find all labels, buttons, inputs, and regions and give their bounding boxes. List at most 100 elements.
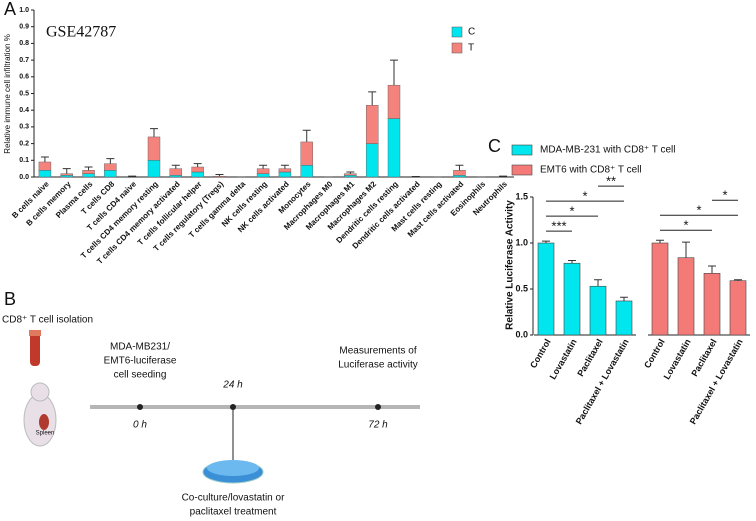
bar-segment [213,175,226,178]
y-tick-label: 0.6 [19,74,29,81]
bar-segment [256,173,270,178]
y-tick-label: 0.5 [19,90,29,97]
y-tick-label: 1.0 [515,237,528,247]
y-tick-label: 0.0 [19,174,29,181]
bar [677,257,695,336]
y-tick-label: 0.3 [19,124,29,131]
bar [651,242,669,336]
step-text: Co-culture/lovastatin or [182,493,285,504]
error-bar [656,239,664,243]
error-bar [280,164,289,169]
error-bar [106,158,115,164]
bar-segment [344,175,357,178]
error-bar [259,164,268,169]
legend-label: MDA-MB-231 with CD8⁺ T cell [540,145,676,156]
legend-label: C [468,27,475,38]
error-bar [455,164,464,171]
bar-segment [256,168,270,174]
bar [729,280,747,336]
step-text: Measurements of [339,346,416,357]
bar-segment [38,170,52,178]
legend-swatch [511,144,533,156]
bar [589,285,607,336]
error-bar [215,173,224,177]
y-tick-label: 0.8 [19,40,29,47]
bar-segment [104,163,117,171]
error-bar [499,175,508,177]
significance-label: * [683,218,688,233]
significance-label: * [569,204,574,219]
error-bar [128,175,137,177]
bar [537,242,555,336]
error-bar [734,279,742,281]
panel-label: A [4,0,16,19]
step-text: paclitaxel treatment [190,507,277,518]
x-tick-label: Control [642,337,667,370]
error-bar [368,91,377,106]
y-axis-label: Relative immune cell infiltration % [3,34,12,154]
time-label: 0 h [133,420,147,431]
error-bar [302,129,311,142]
error-bar [193,163,202,167]
y-axis-label: Relative Luciferase Activity [505,200,516,330]
step-text: MDA-MB231/ [110,342,170,353]
bar-segment [300,165,313,178]
x-tick-label: Paclitaxel [689,337,718,378]
bar-segment [453,175,466,178]
bar-segment [104,170,117,178]
bar-segment [300,141,313,166]
x-tick-label: Lovastatin [548,337,579,381]
bar-segment [191,171,204,178]
bar-segment [169,175,183,178]
x-tick-label: Lovastatin [662,337,693,381]
bar-segment [453,170,466,176]
timeline-point [137,404,143,410]
error-bar [568,259,576,264]
time-label: 24 h [222,380,243,391]
significance-label: * [696,203,701,218]
bar-segment [387,118,401,178]
y-tick-label: 1.0 [19,7,29,14]
bar-segment [365,104,379,144]
bar [703,273,721,336]
timeline-point [375,404,381,410]
panel-label: B [4,289,16,309]
panel-label: C [488,136,501,156]
error-bar [411,175,420,177]
bar-segment [147,160,161,178]
error-bar [40,156,49,162]
y-tick-label: 0.2 [19,140,29,147]
step-text: cell seeding [114,370,167,381]
error-bar [150,128,158,137]
bar-segment [365,143,379,178]
dish-icon [202,460,264,484]
x-tick-label: Control [528,337,553,370]
legend-swatch [451,26,463,38]
bar-segment [38,161,52,171]
bar-segment [344,173,357,176]
error-bar [682,241,690,258]
y-tick-label: 1.5 [515,191,528,201]
time-label: 72 h [368,420,388,431]
organ-label: Spleen [36,431,55,437]
bar-segment [60,175,73,178]
bar-segment [278,171,292,178]
x-tick-label: Paclitaxel [575,337,604,378]
mouse-icon [23,382,57,447]
error-bar [84,166,93,171]
y-tick-label: 0.7 [19,57,29,64]
x-tick-label: Paclitaxel + Lovastatin [574,337,631,426]
bar-segment [387,84,401,119]
error-bar [708,265,716,274]
bar [563,262,581,336]
error-bar [390,59,398,86]
y-tick-label: 0.1 [19,157,29,164]
timeline-point [230,404,236,410]
legend-swatch [451,42,463,54]
significance-label: * [582,189,587,204]
step-text: Luciferase activity [338,360,417,371]
error-bar [346,171,355,174]
bar-segment [82,170,95,174]
step-text: EMT6-luciferase [104,356,177,367]
